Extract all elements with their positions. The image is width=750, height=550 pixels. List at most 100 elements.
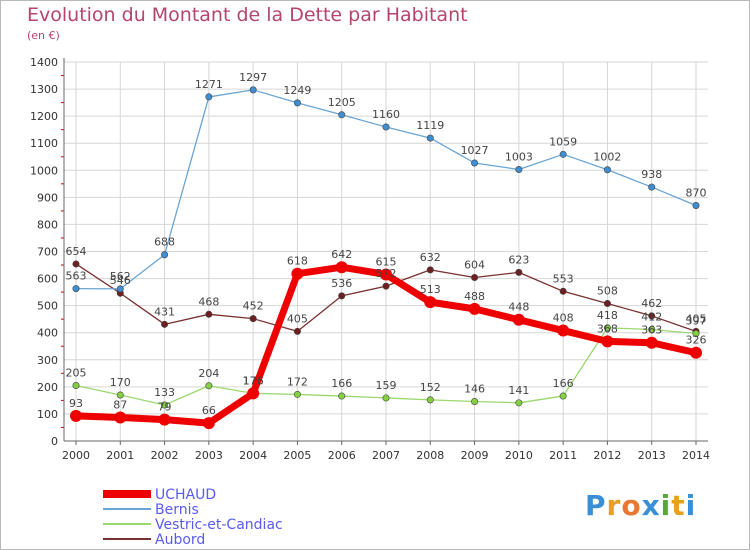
data-point-vestric-et-candiac <box>161 401 169 409</box>
data-label: 546 <box>110 274 131 287</box>
data-label: 623 <box>508 253 529 266</box>
data-point-aubord <box>161 320 169 328</box>
data-label: 488 <box>464 290 485 303</box>
data-label: 166 <box>331 377 352 390</box>
data-point-aubord <box>471 273 479 281</box>
x-tick-label: 2001 <box>106 449 134 462</box>
logo-letter: i <box>685 489 697 522</box>
x-tick-label: 2011 <box>549 449 577 462</box>
data-label: 513 <box>420 283 441 296</box>
data-point-vestric-et-candiac <box>382 394 390 402</box>
data-point-aubord <box>603 299 611 307</box>
data-label: 326 <box>686 334 707 347</box>
data-point-vestric-et-candiac <box>692 330 700 338</box>
y-tick-label: 1200 <box>30 110 58 123</box>
legend-label: UCHAUD <box>155 487 216 503</box>
y-tick-label: 1400 <box>30 56 58 69</box>
data-label: 405 <box>686 312 707 325</box>
data-point-vestric-et-candiac <box>205 382 213 390</box>
data-point-vestric-et-candiac <box>293 390 301 398</box>
data-point-uchaud <box>557 324 570 337</box>
data-label: 93 <box>69 397 83 410</box>
data-label: 159 <box>376 379 397 392</box>
axes: 0 100 200 300 400 500 600 700 800 900 1000 1100 1200… <box>30 56 710 462</box>
data-point-bernis <box>692 201 700 209</box>
data-point-vestric-et-candiac <box>338 392 346 400</box>
data-label: 1003 <box>505 150 533 163</box>
data-labels: 93 87 79 66 176 618 642 615 513 488 448 408 368 363 32… <box>66 71 707 417</box>
data-point-uchaud <box>335 261 348 274</box>
data-point-uchaud <box>645 336 658 349</box>
data-point-vestric-et-candiac <box>515 399 523 407</box>
data-label: 146 <box>464 382 485 395</box>
data-point-bernis <box>559 150 567 158</box>
data-point-aubord <box>559 287 567 295</box>
data-point-aubord <box>382 282 390 290</box>
data-label: 418 <box>597 309 618 322</box>
data-label: 204 <box>198 367 219 380</box>
data-point-vestric-et-candiac <box>559 392 567 400</box>
data-label: 462 <box>641 297 662 310</box>
logo-letter: t <box>671 489 686 522</box>
grid <box>64 61 708 442</box>
data-point-bernis <box>382 123 390 131</box>
x-tick-label: 2004 <box>239 449 267 462</box>
data-label: 405 <box>287 312 308 325</box>
y-tick-label: 300 <box>37 354 58 367</box>
data-point-uchaud <box>114 411 127 424</box>
data-label: 452 <box>243 300 264 313</box>
logo-letter: o <box>621 489 642 522</box>
data-label: 205 <box>66 367 87 380</box>
logo-letter: i <box>660 489 672 522</box>
y-tick-label: 1000 <box>30 164 58 177</box>
data-point-bernis <box>515 165 523 173</box>
y-tick-label: 400 <box>37 327 58 340</box>
x-tick-label: 2003 <box>195 449 223 462</box>
data-label: 1205 <box>328 96 356 109</box>
data-point-bernis <box>648 183 656 191</box>
data-label: 642 <box>331 248 352 261</box>
data-label: 176 <box>243 374 264 387</box>
data-point-uchaud <box>690 346 702 359</box>
series-layer <box>70 86 702 430</box>
data-label: 133 <box>154 386 175 399</box>
y-tick-label: 1100 <box>30 137 58 150</box>
data-point-aubord <box>249 315 257 323</box>
data-point-aubord <box>205 310 213 318</box>
data-label: 166 <box>553 377 574 390</box>
data-point-vestric-et-candiac <box>426 396 434 404</box>
data-label: 615 <box>376 256 397 269</box>
data-point-uchaud <box>424 296 437 309</box>
data-label: 618 <box>287 255 308 268</box>
y-tick-label: 500 <box>37 300 58 313</box>
data-label: 604 <box>464 258 485 271</box>
x-tick-label: 2009 <box>461 449 489 462</box>
data-point-uchaud <box>158 413 171 426</box>
data-point-uchaud <box>202 417 215 430</box>
data-label: 172 <box>287 375 308 388</box>
data-point-uchaud <box>247 387 260 400</box>
y-tick-label: 700 <box>37 246 58 259</box>
x-tick-label: 2010 <box>505 449 533 462</box>
data-label: 1119 <box>416 119 444 132</box>
data-point-vestric-et-candiac <box>72 382 80 390</box>
data-label: 1002 <box>593 151 621 164</box>
data-label: 1249 <box>283 84 311 97</box>
data-point-bernis <box>249 86 257 94</box>
x-tick-label: 2006 <box>328 449 356 462</box>
logo-letter: P <box>585 489 607 522</box>
data-label: 572 <box>376 267 397 280</box>
x-tick-label: 2000 <box>62 449 90 462</box>
data-label: 508 <box>597 284 618 297</box>
data-label: 141 <box>508 384 529 397</box>
legend-label: Bernis <box>155 502 199 518</box>
data-label: 176 <box>243 374 264 387</box>
y-tick-label: 0 <box>51 435 58 448</box>
y-tick-label: 1300 <box>30 83 58 96</box>
data-label: 563 <box>66 270 87 283</box>
data-point-bernis <box>426 134 434 142</box>
data-label: 654 <box>66 245 87 258</box>
